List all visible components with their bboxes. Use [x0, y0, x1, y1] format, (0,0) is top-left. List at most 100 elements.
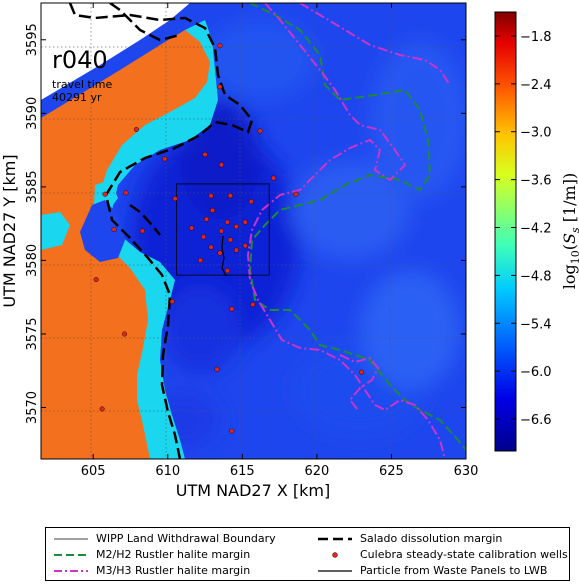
- x-axis-label: UTM NAD27 X [km]: [176, 481, 330, 500]
- well-marker: [248, 199, 254, 205]
- salado-dissolution-margin-inner: [129, 203, 161, 236]
- panel-label: r040: [52, 46, 108, 74]
- well-marker: [122, 331, 128, 337]
- well-marker: [229, 428, 235, 434]
- cyan-patch-west: [41, 212, 70, 250]
- salado-dissolution-margin: [68, 3, 254, 459]
- travel-time-value: 40291 yr: [52, 91, 102, 104]
- m3h3-halite-margin: [246, 3, 446, 459]
- y-axis-label: UTM NAD27 Y [km]: [0, 154, 19, 307]
- well-marker: [217, 84, 223, 90]
- well-marker: [111, 227, 117, 233]
- x-tick-label: 630: [454, 464, 479, 479]
- well-marker: [250, 302, 256, 308]
- colorbar-tick-label: −6.0: [520, 365, 552, 380]
- well-marker: [162, 156, 168, 162]
- m3h3-halite-margin-loop: [339, 354, 380, 411]
- legend-swatch-m3h3: [54, 565, 88, 577]
- legend-swatch-salado: [318, 533, 352, 545]
- legend-item-m2h2: M2/H2 Rustler halite margin: [54, 548, 250, 561]
- orange-zone: [41, 30, 210, 459]
- colorbar: [494, 11, 517, 452]
- salado-dissolution-margin-north: [109, 3, 181, 42]
- colorbar-label: log10(Ss [1/m]): [560, 173, 579, 289]
- well-marker: [123, 190, 129, 196]
- legend-swatch-m2h2: [54, 549, 88, 561]
- colorbar-tick-label: −1.8: [520, 30, 552, 45]
- legend-swatch-particle: [318, 565, 352, 577]
- y-tick-label: 3580: [25, 244, 40, 277]
- legend-label-lwb: WIPP Land Withdrawal Boundary: [96, 532, 276, 545]
- well-marker: [201, 234, 207, 240]
- y-tick-label: 3590: [25, 97, 40, 130]
- x-axis-ticks: 605 610 615 620 625 630: [81, 3, 479, 479]
- well-marker: [359, 369, 365, 375]
- legend-item-particle: Particle from Waste Panels to LWB: [318, 564, 547, 577]
- x-tick-label: 625: [379, 464, 404, 479]
- colorbar-tick-label: −3.0: [520, 126, 552, 141]
- well-marker: [214, 366, 220, 372]
- land-withdrawal-boundary: [176, 183, 270, 276]
- well-marker: [218, 162, 224, 168]
- legend-label-m3h3: M3/H3 Rustler halite margin: [96, 564, 251, 577]
- colorbar-tick-label: −4.8: [520, 269, 552, 284]
- well-marker: [293, 191, 299, 197]
- well-marker: [93, 277, 99, 283]
- well-marker: [242, 219, 248, 225]
- legend-item-wells: Culebra steady-state calibration wells: [318, 548, 568, 561]
- well-marker: [227, 237, 233, 243]
- well-marker: [172, 196, 178, 202]
- legend-label-m2h2: M2/H2 Rustler halite margin: [96, 548, 251, 561]
- particle-track: [221, 235, 227, 277]
- legend-swatch-lwb: [54, 533, 88, 545]
- legend-item-salado: Salado dissolution margin: [318, 532, 502, 545]
- travel-time-label: travel time: [52, 78, 112, 91]
- y-tick-label: 3575: [25, 317, 40, 350]
- y-tick-label: 3585: [25, 170, 40, 203]
- y-axis-ticks: 3570 3575 3580 3585 3590 3595: [25, 23, 466, 424]
- well-marker: [233, 224, 239, 230]
- well-marker: [102, 191, 108, 197]
- well-marker: [139, 228, 145, 234]
- calibration-wells: [93, 43, 365, 434]
- colorbar-tick-label: −3.6: [520, 174, 552, 189]
- legend-label-salado: Salado dissolution margin: [360, 532, 503, 545]
- x-tick-label: 610: [155, 464, 180, 479]
- legend-swatch-wells: [318, 549, 352, 561]
- colorbar-tick-label: −4.2: [520, 222, 552, 237]
- well-marker: [133, 127, 139, 133]
- colorbar-tick-label: −6.6: [520, 413, 552, 428]
- m2h2-halite-margin: [248, 3, 466, 451]
- well-marker: [218, 228, 224, 234]
- well-marker: [224, 268, 230, 274]
- well-marker: [209, 207, 215, 213]
- legend-label-wells: Culebra steady-state calibration wells: [360, 548, 568, 561]
- no-data-wedge: [41, 3, 190, 100]
- well-marker: [271, 175, 277, 181]
- well-marker: [189, 225, 195, 231]
- well-marker: [169, 299, 175, 305]
- well-marker: [208, 244, 214, 250]
- well-marker: [217, 250, 223, 256]
- colorbar-tick-label: −2.4: [520, 78, 552, 93]
- legend-label-particle: Particle from Waste Panels to LWB: [360, 564, 548, 577]
- x-tick-label: 605: [81, 464, 106, 479]
- well-marker: [227, 193, 233, 199]
- well-marker: [229, 306, 235, 312]
- well-marker: [217, 43, 223, 49]
- plot-frame: [40, 2, 467, 460]
- legend-item-m3h3: M3/H3 Rustler halite margin: [54, 564, 250, 577]
- well-marker: [99, 406, 105, 412]
- well-marker: [208, 193, 214, 199]
- y-tick-label: 3570: [25, 391, 40, 424]
- colorbar-ticks: −1.8 −2.4 −3.0 −3.6 −4.2 −4.8 −5.4 −6.0 −6.6: [495, 30, 552, 428]
- legend: WIPP Land Withdrawal Boundary Salado dis…: [45, 527, 570, 581]
- y-tick-label: 3595: [25, 23, 40, 56]
- map-plot-area: r040 travel time 40291 yr: [41, 3, 466, 459]
- well-marker: [204, 216, 210, 222]
- well-marker: [198, 257, 204, 263]
- m3h3-halite-margin-east: [299, 3, 451, 86]
- grid-lines: [41, 3, 466, 459]
- well-marker: [233, 247, 239, 253]
